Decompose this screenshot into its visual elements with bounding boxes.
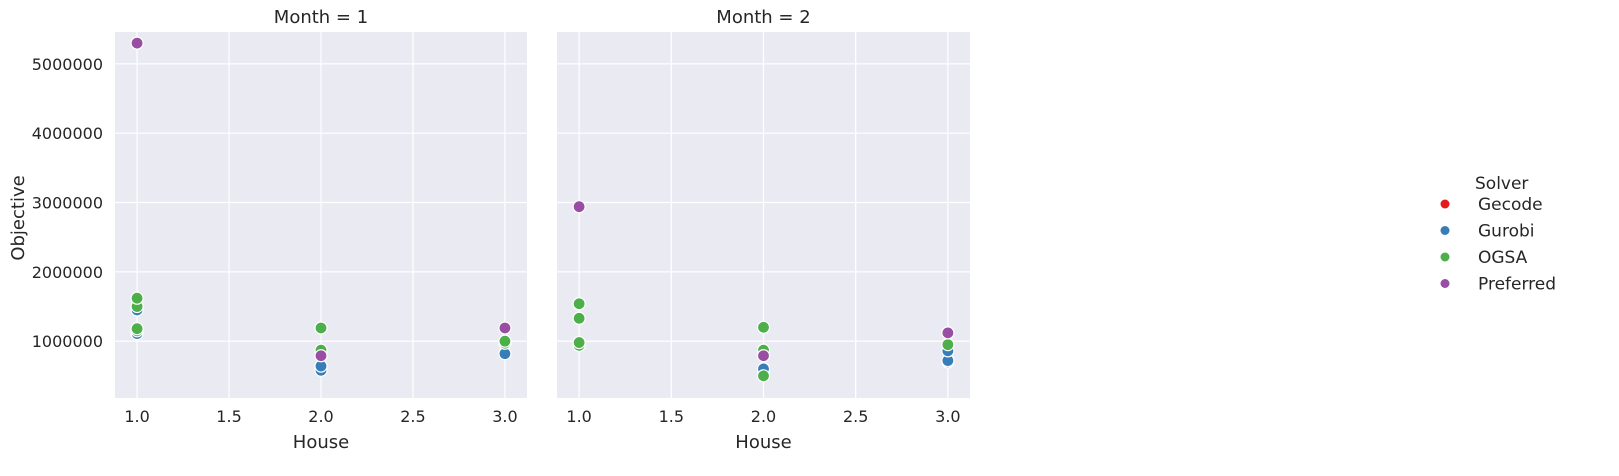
x-axis-label: House [735, 432, 791, 453]
x-axis-label: House [293, 432, 349, 453]
data-point [756, 369, 771, 383]
legend-marker [1440, 279, 1450, 288]
data-point [130, 322, 144, 336]
legend-label: Gecode [1478, 195, 1543, 215]
data-point [572, 297, 586, 311]
data-point [572, 335, 586, 350]
data-point [572, 311, 586, 325]
legend-label: Preferred [1478, 275, 1556, 295]
series-preferred [130, 36, 512, 363]
legend-label: OGSA [1478, 248, 1528, 268]
x-tick-label: 2.0 [751, 407, 776, 426]
legend: Solver Gecode Gurobi OGSA Preferred [1440, 174, 1556, 295]
legend-entry-gecode: Gecode [1440, 195, 1543, 215]
panel-1: 1.0 1.5 2.0 2.5 3.0 1000000 2000000 3000000 4000… [32, 7, 527, 453]
x-tick-label: 3.0 [935, 407, 960, 426]
y-tick-label: 3000000 [32, 194, 103, 213]
y-tick-label: 2000000 [32, 263, 103, 282]
legend-entry-gurobi: Gurobi [1440, 222, 1534, 242]
y-tick-label: 4000000 [32, 124, 103, 143]
data-point [756, 349, 771, 363]
legend-entry-ogsa: OGSA [1440, 248, 1528, 268]
x-tick-label: 1.5 [659, 407, 684, 426]
panel-title: Month = 2 [716, 7, 810, 28]
y-tick-label: 5000000 [32, 55, 103, 74]
x-tick-label: 2.5 [400, 407, 425, 426]
x-tick-label: 2.0 [308, 407, 333, 426]
data-point [130, 36, 144, 50]
facet-panels: 1.0 1.5 2.0 2.5 3.0 1000000 2000000 3000000 4000… [32, 7, 970, 453]
data-point [314, 349, 328, 363]
legend-marker [1440, 252, 1450, 262]
series-preferred [572, 200, 955, 363]
data-point [498, 321, 512, 335]
data-point [572, 200, 586, 214]
data-point [498, 334, 512, 348]
x-tick-label: 1.0 [124, 407, 149, 426]
x-tick-label: 3.0 [492, 407, 517, 426]
panel-2: 1.0 1.5 2.0 2.5 3.0 House Month = 2 [557, 7, 970, 453]
y-tick-label: 1000000 [32, 332, 103, 351]
legend-title: Solver [1475, 174, 1528, 194]
legend-entry-preferred: Preferred [1440, 275, 1556, 295]
x-tick-label: 1.5 [216, 407, 241, 426]
panel-title: Month = 1 [274, 7, 368, 28]
data-point [756, 320, 771, 334]
y-axis-label: Objective [8, 175, 29, 260]
legend-marker [1440, 226, 1450, 235]
x-tick-label: 1.0 [566, 407, 591, 426]
series-ogsa [572, 297, 955, 383]
x-tick-label: 2.5 [843, 407, 868, 426]
data-point [941, 338, 955, 352]
legend-label: Gurobi [1478, 222, 1534, 242]
data-point [314, 321, 328, 335]
legend-marker [1440, 199, 1450, 209]
data-point [941, 326, 955, 340]
data-point [130, 291, 144, 305]
